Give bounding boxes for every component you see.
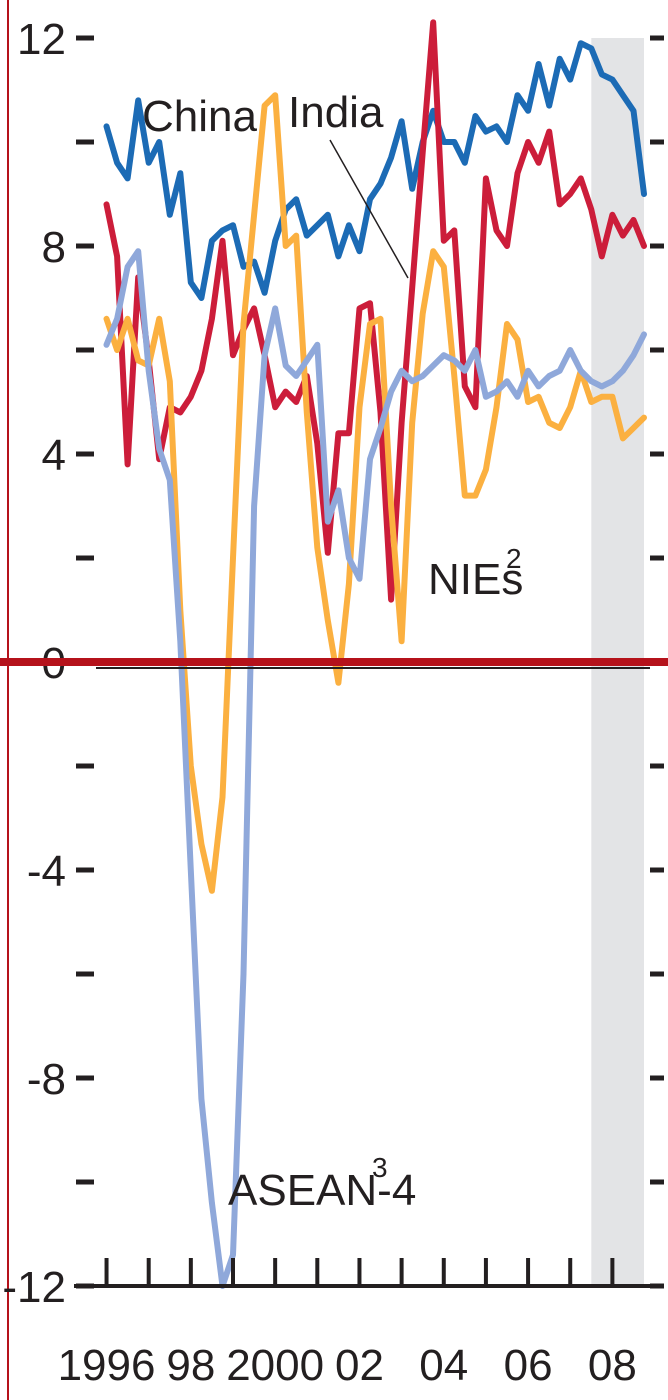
series-label-nies: NIEs bbox=[428, 555, 523, 604]
series-label-india: India bbox=[288, 88, 384, 137]
x-tick-label: 06 bbox=[504, 1341, 553, 1390]
y-axis-tick-labels: -12-8-404812 bbox=[2, 15, 66, 1312]
series-line-india bbox=[103, 19, 647, 603]
series-label-nies-superscript: 2 bbox=[506, 543, 522, 574]
x-tick-label: 2000 bbox=[226, 1341, 324, 1390]
y-tick-label: -8 bbox=[27, 1055, 66, 1104]
india-leader-line bbox=[329, 139, 409, 279]
x-tick-label: 98 bbox=[166, 1341, 215, 1390]
y-tick-label: 4 bbox=[42, 431, 66, 480]
y-tick-label: -12 bbox=[2, 1263, 66, 1312]
series-line-asean-4 bbox=[103, 248, 647, 1289]
y-tick-label: 12 bbox=[17, 15, 66, 64]
x-axis-tick-labels: 1996 98 2000 02 04 06 08 bbox=[58, 1341, 637, 1390]
x-axis-ticks bbox=[104, 1258, 615, 1286]
series-line-nies bbox=[103, 92, 647, 894]
x-tick-label: 04 bbox=[419, 1341, 468, 1390]
series-lines bbox=[103, 19, 647, 1289]
series-annotations: China India NIEs 2 ASEAN-4 3 bbox=[142, 88, 523, 1215]
series-line-china bbox=[103, 40, 647, 301]
y-tick-label: -4 bbox=[27, 847, 66, 896]
series-label-asean: ASEAN-4 bbox=[228, 1166, 416, 1215]
series-label-china: China bbox=[142, 92, 257, 141]
y-tick-label: 8 bbox=[42, 223, 66, 272]
x-tick-label: 1996 bbox=[58, 1341, 156, 1390]
x-tick-label: 02 bbox=[335, 1341, 384, 1390]
x-tick-label: 08 bbox=[588, 1341, 637, 1390]
series-label-asean-superscript: 3 bbox=[372, 1152, 388, 1183]
